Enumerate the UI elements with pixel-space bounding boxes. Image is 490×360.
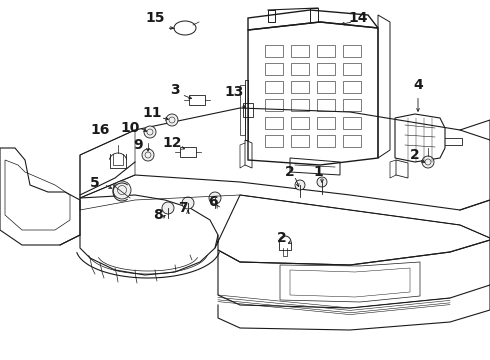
Circle shape: [422, 156, 434, 168]
Circle shape: [144, 126, 156, 138]
Text: 10: 10: [121, 121, 140, 135]
Text: 2: 2: [410, 148, 420, 162]
Text: 2: 2: [277, 231, 287, 245]
Circle shape: [113, 181, 131, 199]
Text: 4: 4: [413, 78, 423, 92]
Circle shape: [162, 202, 174, 214]
Circle shape: [182, 197, 194, 209]
Circle shape: [142, 149, 154, 161]
Circle shape: [317, 177, 327, 187]
Text: 12: 12: [162, 136, 182, 150]
Text: 1: 1: [313, 165, 323, 179]
Text: 11: 11: [142, 106, 162, 120]
Text: 8: 8: [153, 208, 163, 222]
Text: 2: 2: [285, 165, 295, 179]
Circle shape: [166, 114, 178, 126]
Text: 16: 16: [90, 123, 110, 137]
Text: 5: 5: [90, 176, 100, 190]
Text: 9: 9: [133, 138, 143, 152]
Text: 15: 15: [145, 11, 165, 25]
Text: 14: 14: [348, 11, 368, 25]
Text: 7: 7: [178, 201, 188, 215]
Text: 13: 13: [224, 85, 244, 99]
Circle shape: [209, 192, 221, 204]
Text: 3: 3: [170, 83, 180, 97]
Text: 6: 6: [208, 195, 218, 209]
Circle shape: [295, 180, 305, 190]
